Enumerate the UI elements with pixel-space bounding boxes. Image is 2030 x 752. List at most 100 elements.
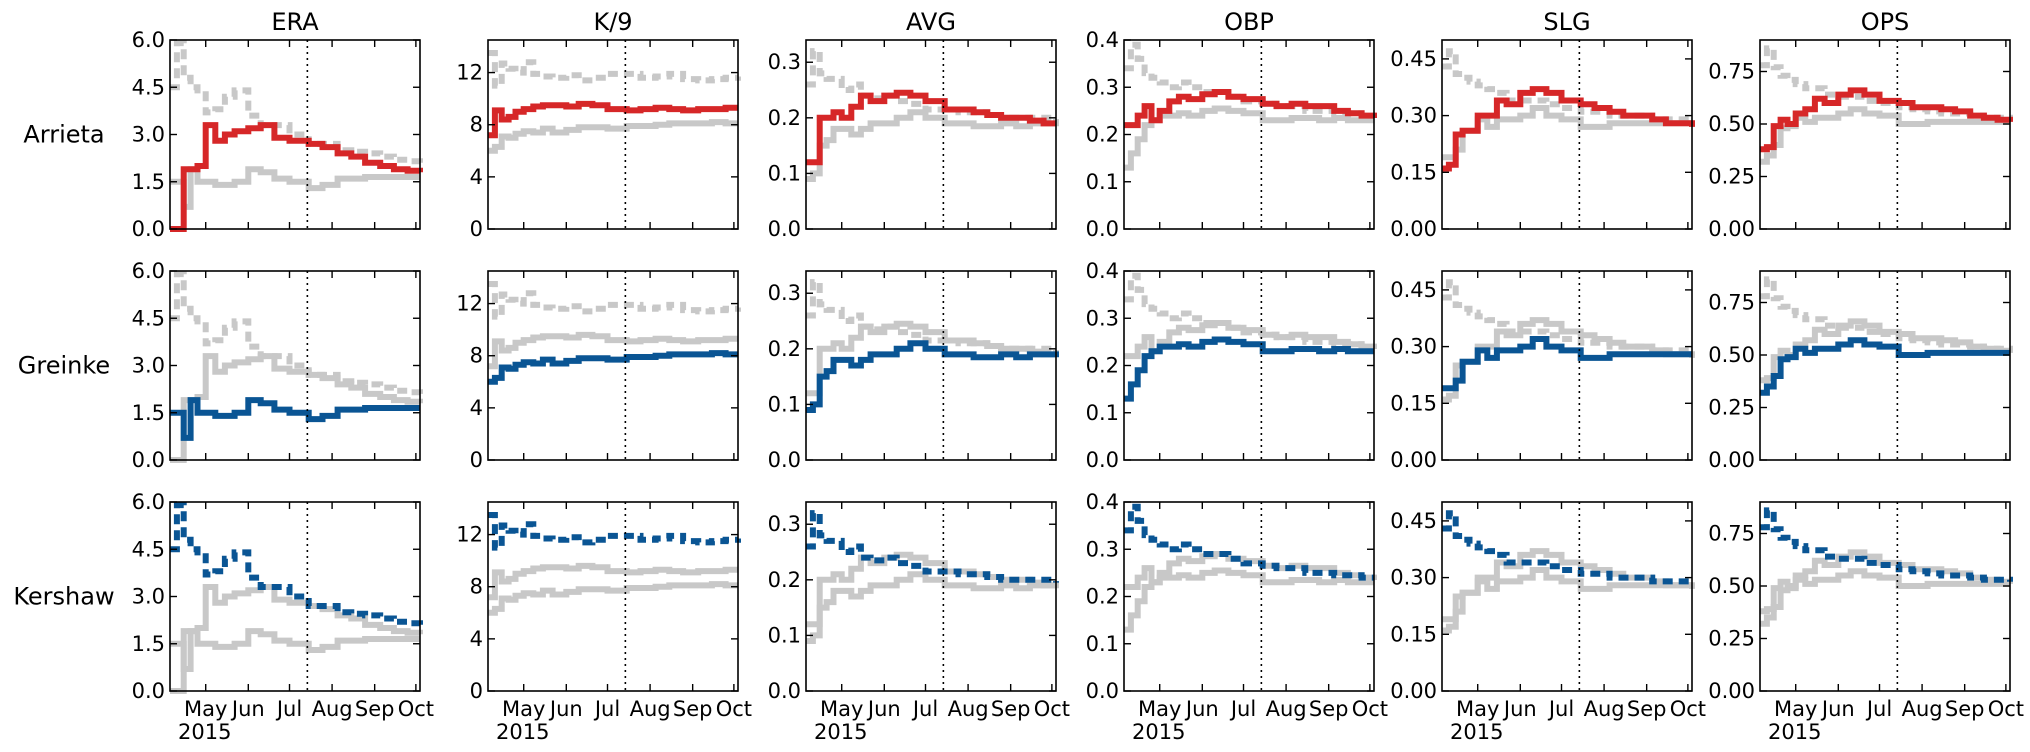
series-line-arrieta-highlight [1442, 86, 1695, 172]
x-tick-label: Oct [1352, 697, 1388, 721]
y-tick-label: 0.15 [1390, 622, 1437, 646]
y-tick-label: 0.4 [1086, 28, 1119, 52]
row-label-greinke: Greinke [18, 352, 110, 380]
panel-kershaw-slg: 0.00 0.15 0.30 0.45 May Jun Jul Aug Sep Oct 2015 [1390, 501, 1706, 744]
series-line-kershaw-highlight [806, 510, 1059, 583]
panel-greinke-avg: 0.0 0.1 0.2 0.3 [768, 270, 1059, 472]
x-tick-label: Jul [593, 697, 620, 721]
y-tick-label: 0.3 [768, 50, 801, 74]
series-line-arrieta-muted [488, 562, 738, 601]
y-tick-label: 4.5 [132, 306, 165, 330]
axes-frame [1759, 270, 2011, 461]
y-tick-label: 1.5 [132, 401, 165, 425]
y-tick-label: 12 [456, 523, 483, 547]
x-tick-label: Jul [1229, 697, 1256, 721]
panel-kershaw-ops: 0.00 0.25 0.50 0.75 May Jun Jul Aug Sep Oct 2015 [1708, 501, 2024, 744]
axes-frame [487, 39, 739, 230]
x-tick-label: May [1138, 697, 1181, 721]
plot-area [1760, 40, 2010, 229]
y-tick-label: 6.0 [132, 259, 165, 283]
series-line-kershaw-highlight [1124, 503, 1374, 581]
y-tick-label: 0.1 [1086, 632, 1119, 656]
series-line-greinke-muted [1124, 105, 1374, 171]
panel-kershaw-era: 0.0 1.5 3.0 4.5 6.0 May Jun Jul Aug Sep Oct 2015 [132, 490, 434, 744]
series-line-greinke-muted [1124, 567, 1374, 633]
panel-arrieta-ops: 0.00 0.25 0.50 0.75 [1708, 39, 2013, 241]
y-tick-label: 1.5 [132, 170, 165, 194]
y-tick-label: 0.30 [1390, 566, 1437, 590]
plot-area [1124, 40, 1374, 229]
y-tick-label: 0.75 [1708, 522, 1755, 546]
series-line-kershaw-highlight [170, 502, 423, 627]
x-tick-label: Jun [548, 697, 583, 721]
series-line-greinke-muted [488, 119, 738, 154]
y-tick-label: 0.00 [1708, 679, 1755, 703]
y-tick-label: 0.0 [1086, 448, 1119, 472]
series-line-greinke-highlight [1760, 337, 2010, 396]
plot-area [806, 502, 1056, 691]
series-line-arrieta-muted [170, 353, 423, 463]
y-tick-label: 0.0 [1086, 679, 1119, 703]
y-tick-label: 0.4 [1086, 490, 1119, 514]
x-year-label: 2015 [1450, 720, 1503, 744]
axes-frame [1441, 270, 1693, 461]
series-line-greinke-highlight [1124, 336, 1374, 402]
x-tick-label: Jun [1184, 697, 1219, 721]
column-title-avg: AVG [906, 8, 956, 36]
y-tick-label: 0.00 [1708, 217, 1755, 241]
y-tick-label: 0.15 [1390, 160, 1437, 184]
y-tick-label: 0.1 [768, 161, 801, 185]
x-tick-label: May [502, 697, 545, 721]
x-tick-label: Aug [1902, 697, 1943, 721]
plot-area [1124, 271, 1374, 460]
x-tick-label: May [820, 697, 863, 721]
y-tick-label: 0.2 [1086, 123, 1119, 147]
x-tick-label: Oct [1988, 697, 2024, 721]
panel-kershaw-k-9: 0 4 8 12 May Jun Jul Aug Sep Oct 2015 [456, 501, 752, 744]
series-line-arrieta-highlight [170, 122, 423, 232]
y-tick-label: 0 [470, 448, 483, 472]
y-tick-label: 0.30 [1390, 335, 1437, 359]
y-tick-label: 3.0 [132, 585, 165, 609]
x-year-label: 2015 [1768, 720, 1821, 744]
plot-area [1760, 502, 2010, 691]
y-tick-label: 12 [456, 61, 483, 85]
axes-frame [1759, 501, 2011, 692]
y-tick-label: 0.2 [768, 337, 801, 361]
y-tick-label: 0.75 [1708, 291, 1755, 315]
axes-frame [1441, 501, 1693, 692]
x-tick-label: Sep [355, 697, 395, 721]
plot-area [1760, 271, 2010, 460]
x-tick-label: May [184, 697, 227, 721]
x-tick-label: Aug [630, 697, 671, 721]
y-tick-label: 6.0 [132, 490, 165, 514]
y-tick-label: 0.50 [1708, 574, 1755, 598]
x-tick-label: Aug [948, 697, 989, 721]
y-tick-label: 0.50 [1708, 343, 1755, 367]
panel-arrieta-slg: 0.00 0.15 0.30 0.45 [1390, 39, 1695, 241]
plot-area [1442, 40, 1692, 229]
y-tick-label: 0.1 [1086, 401, 1119, 425]
series-line-arrieta-highlight [806, 89, 1056, 166]
plot-area [1442, 502, 1692, 691]
y-tick-label: 0.15 [1390, 391, 1437, 415]
x-year-label: 2015 [178, 720, 231, 744]
panel-greinke-era: 0.0 1.5 3.0 4.5 6.0 [132, 259, 423, 472]
axes-frame [1759, 39, 2011, 230]
y-tick-label: 4 [470, 396, 483, 420]
series-line-arrieta-highlight [1124, 89, 1377, 129]
y-tick-label: 0.75 [1708, 60, 1755, 84]
series-line-kershaw-muted [488, 50, 741, 89]
series-line-arrieta-highlight [1760, 87, 2013, 153]
y-tick-label: 0.25 [1708, 165, 1755, 189]
x-tick-label: Oct [398, 697, 434, 721]
series-line-arrieta-highlight [488, 100, 738, 139]
series-line-kershaw-muted [170, 271, 423, 396]
y-tick-label: 0.0 [1086, 217, 1119, 241]
y-tick-label: 8 [470, 575, 483, 599]
y-tick-label: 0.0 [132, 217, 165, 241]
y-tick-label: 0.50 [1708, 112, 1755, 136]
x-tick-label: Jun [230, 697, 265, 721]
row-label-kershaw: Kershaw [13, 583, 114, 611]
